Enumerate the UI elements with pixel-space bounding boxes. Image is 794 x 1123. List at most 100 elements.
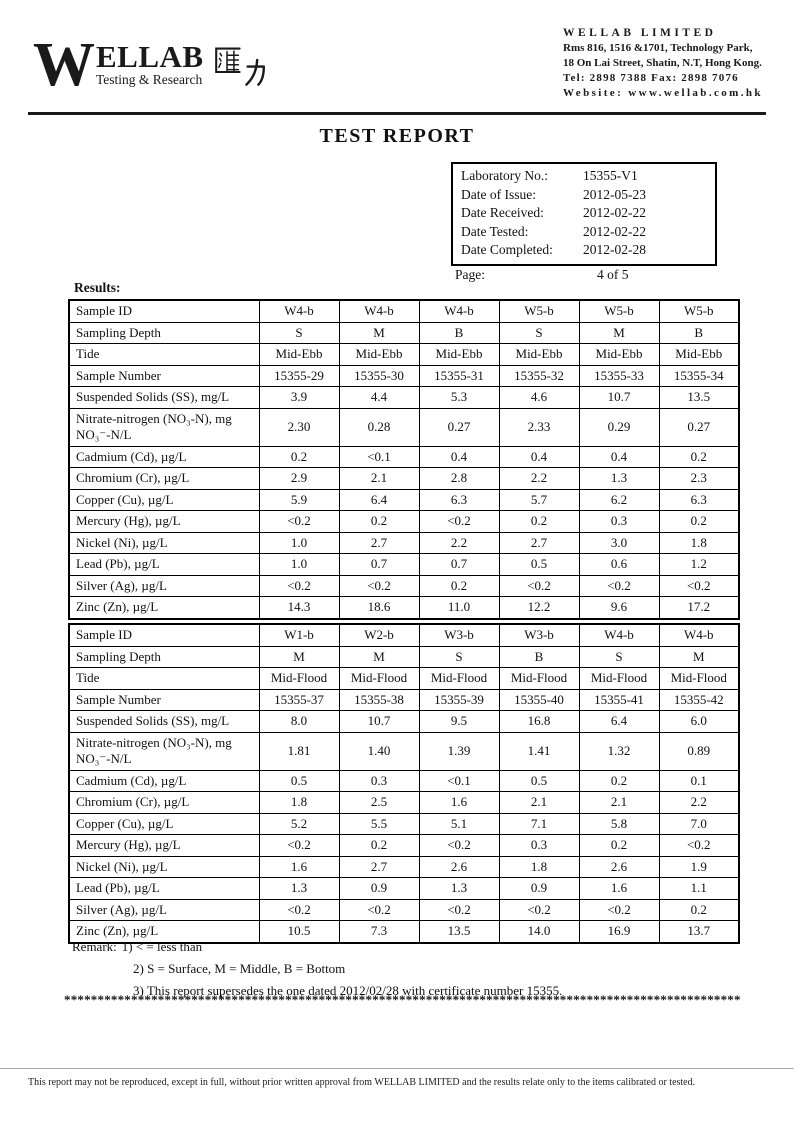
header-divider	[28, 112, 766, 115]
data-cell: Mid-Flood	[498, 667, 580, 690]
row-label: Copper (Cu), µg/L	[68, 488, 260, 511]
data-cell: 15355-40	[498, 688, 580, 711]
asterisk-separator: ****************************************…	[64, 992, 740, 1007]
data-cell: 1.3	[578, 467, 660, 490]
data-cell: 0.28	[338, 407, 420, 447]
company-address-line-1: Rms 816, 1516 &1701, Technology Park,	[563, 42, 753, 54]
row-label: Mercury (Hg), µg/L	[68, 510, 260, 533]
data-cell: M	[338, 645, 420, 668]
info-label: Date Completed:	[461, 242, 553, 258]
row-label: Silver (Ag), µg/L	[68, 898, 260, 921]
data-cell: 0.29	[578, 407, 660, 447]
page-number-row: Page: 4 of 5	[455, 267, 717, 283]
data-cell: 0.3	[498, 834, 580, 857]
data-cell: W4-b	[338, 299, 420, 323]
data-cell: <0.2	[338, 574, 420, 597]
row-label: Silver (Ag), µg/L	[68, 574, 260, 597]
data-cell: 0.5	[498, 553, 580, 576]
table-row: Sample ID W1-b W2-b W3-b W3-b W4-b W4-b	[68, 623, 740, 647]
data-cell: B	[658, 321, 740, 344]
remark-prefix: Remark:	[72, 939, 117, 954]
row-label: Sample ID	[68, 299, 260, 323]
data-cell: 1.0	[258, 553, 340, 576]
row-label: Sample Number	[68, 364, 260, 387]
data-cell: W1-b	[258, 623, 340, 647]
data-cell: 15355-33	[578, 364, 660, 387]
data-cell: W3-b	[498, 623, 580, 647]
report-title: TEST REPORT	[319, 125, 475, 147]
table-row: Lead (Pb), µg/L 1.3 0.9 1.3 0.9 1.6 1.1	[68, 877, 740, 900]
data-cell: 0.2	[658, 510, 740, 533]
remark-item: 1) < = less than	[121, 939, 203, 954]
data-cell: Mid-Flood	[258, 667, 340, 690]
data-cell: 3.0	[578, 531, 660, 554]
table-row: Tide Mid-Flood Mid-Flood Mid-Flood Mid-Flood…	[68, 667, 740, 690]
data-cell: 2.7	[498, 531, 580, 554]
row-label: Tide	[68, 667, 260, 690]
table-row: Cadmium (Cd), µg/L 0.2 <0.1 0.4 0.4 0.4 0.2	[68, 445, 740, 468]
data-cell: 9.5	[418, 710, 500, 733]
data-cell: 14.3	[258, 596, 340, 619]
data-cell: 1.8	[658, 531, 740, 554]
row-label: Sample ID	[68, 623, 260, 647]
data-cell: 2.7	[338, 855, 420, 878]
table-row: Sampling Depth S M B S M B	[68, 321, 740, 344]
data-cell: 0.3	[338, 769, 420, 792]
row-label: Nickel (Ni), µg/L	[68, 531, 260, 554]
remarks-block: Remark: 1) < = less than 2) S = Surface,…	[72, 936, 562, 1002]
data-cell: 0.2	[418, 574, 500, 597]
data-cell: 2.1	[338, 467, 420, 490]
data-cell: 0.2	[338, 510, 420, 533]
data-cell: W4-b	[658, 623, 740, 647]
data-cell: 0.1	[658, 769, 740, 792]
data-cell: 0.7	[418, 553, 500, 576]
row-label: Chromium (Cr), µg/L	[68, 467, 260, 490]
data-cell: 15355-42	[658, 688, 740, 711]
data-cell: <0.2	[258, 510, 340, 533]
data-cell: 5.3	[418, 386, 500, 409]
table-row: Cadmium (Cd), µg/L 0.5 0.3 <0.1 0.5 0.2 0.1	[68, 769, 740, 792]
data-cell: 15355-39	[418, 688, 500, 711]
info-label: Date Received:	[461, 205, 544, 221]
row-label: Mercury (Hg), µg/L	[68, 834, 260, 857]
data-cell: 0.2	[338, 834, 420, 857]
data-cell: 15355-34	[658, 364, 740, 387]
data-cell: Mid-Ebb	[498, 343, 580, 366]
data-cell: 0.2	[578, 834, 660, 857]
data-cell: 13.5	[658, 386, 740, 409]
data-cell: M	[338, 321, 420, 344]
remark-line-3: 3) This report supersedes the one dated …	[133, 983, 563, 998]
info-row: Date Tested: 2012-02-22	[461, 223, 707, 242]
row-label: Nickel (Ni), µg/L	[68, 855, 260, 878]
page-value: 4 of 5	[597, 267, 629, 282]
data-cell: 0.9	[498, 877, 580, 900]
data-cell: 1.40	[338, 731, 420, 771]
row-label: Lead (Pb), µg/L	[68, 877, 260, 900]
results-heading: Results:	[74, 280, 121, 295]
data-cell: 15355-38	[338, 688, 420, 711]
data-cell: 15355-29	[258, 364, 340, 387]
data-cell: 5.1	[418, 812, 500, 835]
data-cell: 4.4	[338, 386, 420, 409]
data-cell: 1.0	[258, 531, 340, 554]
row-label: Nitrate-nitrogen (NO₃-N), mg NO₃⁻-N/L	[68, 407, 260, 447]
data-cell: 0.2	[578, 769, 660, 792]
data-cell: M	[578, 321, 660, 344]
table-row: Sample Number 15355-37 15355-38 15355-39 153…	[68, 688, 740, 711]
data-cell: 1.1	[658, 877, 740, 900]
table-row: Tide Mid-Ebb Mid-Ebb Mid-Ebb Mid-Ebb Mid-Ebb M…	[68, 343, 740, 366]
company-address-line-2: 18 On Lai Street, Shatin, N.T, Hong Kong…	[563, 57, 762, 69]
data-cell: M	[658, 645, 740, 668]
table-row: Lead (Pb), µg/L 1.0 0.7 0.7 0.5 0.6 1.2	[68, 553, 740, 576]
company-tel-fax: Tel: 2898 7388 Fax: 2898 7076	[563, 72, 739, 84]
data-cell: 2.2	[658, 791, 740, 814]
data-cell: 2.6	[418, 855, 500, 878]
data-cell: 1.6	[578, 877, 660, 900]
row-label: Sample Number	[68, 688, 260, 711]
row-label: Sampling Depth	[68, 321, 260, 344]
data-cell: 2.5	[338, 791, 420, 814]
data-cell: 0.5	[498, 769, 580, 792]
data-cell: 2.8	[418, 467, 500, 490]
data-cell: 1.3	[258, 877, 340, 900]
